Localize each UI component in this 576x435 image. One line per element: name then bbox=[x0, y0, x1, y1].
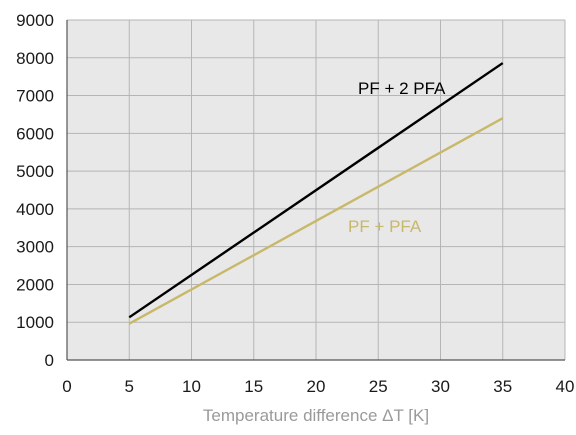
series-lines bbox=[128, 62, 504, 325]
x-tick-label: 5 bbox=[125, 377, 134, 396]
y-tick-label: 7000 bbox=[16, 87, 54, 106]
series-label: PF + PFA bbox=[348, 217, 422, 236]
y-tick-label: 5000 bbox=[16, 162, 54, 181]
series-line bbox=[128, 62, 504, 319]
y-tick-label: 3000 bbox=[16, 238, 54, 257]
x-tick-label: 10 bbox=[182, 377, 201, 396]
y-tick-label: 2000 bbox=[16, 275, 54, 294]
y-tick-label: 1000 bbox=[16, 313, 54, 332]
x-tick-label: 0 bbox=[62, 377, 71, 396]
x-tick-label: 30 bbox=[431, 377, 450, 396]
series-line bbox=[128, 117, 504, 325]
tick-labels: 0 1000 2000 3000 4000 5000 6000 7000 8000 9000 0 5 1… bbox=[16, 11, 574, 396]
grid-lines bbox=[67, 19, 566, 360]
x-axis-title: Temperature difference ΔT [K] bbox=[203, 406, 429, 425]
series-labels: PF + 2 PFA PF + PFA bbox=[348, 79, 446, 236]
x-tick-label: 15 bbox=[244, 377, 263, 396]
x-tick-label: 25 bbox=[369, 377, 388, 396]
y-tick-label: 9000 bbox=[16, 11, 54, 30]
axes bbox=[66, 20, 565, 361]
y-tick-label: 0 bbox=[45, 351, 54, 370]
x-tick-label: 20 bbox=[307, 377, 326, 396]
series-label: PF + 2 PFA bbox=[358, 79, 446, 98]
x-tick-label: 40 bbox=[556, 377, 575, 396]
x-tick-label: 35 bbox=[493, 377, 512, 396]
y-tick-label: 4000 bbox=[16, 200, 54, 219]
y-tick-label: 6000 bbox=[16, 124, 54, 143]
y-tick-label: 8000 bbox=[16, 49, 54, 68]
